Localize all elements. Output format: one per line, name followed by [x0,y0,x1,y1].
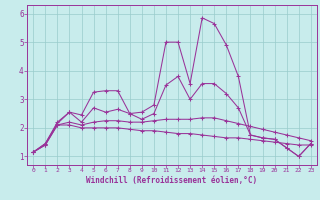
X-axis label: Windchill (Refroidissement éolien,°C): Windchill (Refroidissement éolien,°C) [86,176,258,185]
